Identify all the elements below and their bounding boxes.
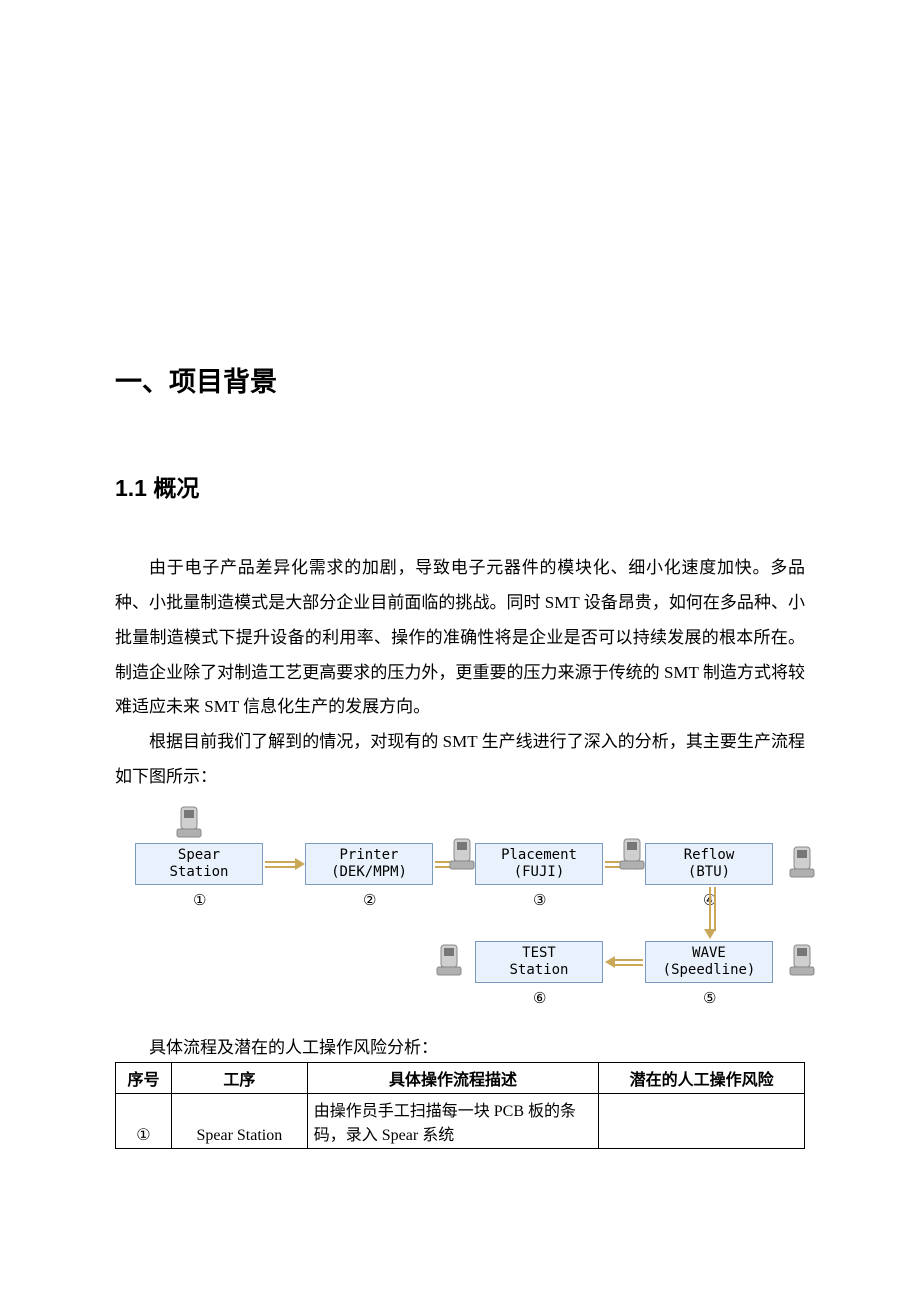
paragraph-2: 根据目前我们了解到的情况，对现有的 SMT 生产线进行了深入的分析，其主要生产流… — [115, 725, 805, 795]
node-number-3: ③ — [533, 891, 546, 909]
arrow-1-2 — [265, 861, 295, 863]
scanner-icon — [448, 837, 476, 871]
node-number-5: ⑤ — [703, 989, 716, 1007]
col-header-risk: 潜在的人工操作风险 — [599, 1062, 805, 1093]
flow-node-printer: Printer (DEK/MPM) — [305, 843, 433, 885]
paragraph-1: 由于电子产品差异化需求的加剧，导致电子元器件的模块化、细小化速度加快。多品种、小… — [115, 551, 805, 725]
col-header-step: 工序 — [171, 1062, 307, 1093]
flow-node-placement: Placement (FUJI) — [475, 843, 603, 885]
scanner-icon — [618, 837, 646, 871]
node-line1: Reflow — [684, 847, 735, 864]
scanner-icon — [175, 805, 203, 839]
node-number-1: ① — [193, 891, 206, 909]
arrow-head-1-2 — [295, 858, 305, 870]
arrow-head-5-6 — [605, 956, 615, 968]
col-header-seq: 序号 — [116, 1062, 172, 1093]
node-line1: Printer — [339, 847, 398, 864]
node-number-2: ② — [363, 891, 376, 909]
heading-1: 一、项目背景 — [115, 360, 805, 399]
node-line1: TEST — [522, 945, 556, 962]
node-line1: Spear — [178, 847, 220, 864]
node-line2: (BTU) — [688, 864, 730, 881]
table-row: ① Spear Station 由操作员手工扫描每一块 PCB 板的条码，录入 … — [116, 1093, 805, 1148]
scanner-icon — [435, 943, 463, 977]
flow-node-reflow: Reflow (BTU) — [645, 843, 773, 885]
scanner-icon — [788, 943, 816, 977]
table-caption: 具体流程及潜在的人工操作风险分析： — [115, 1033, 805, 1058]
flow-node-test: TEST Station — [475, 941, 603, 983]
risk-table: 序号 工序 具体操作流程描述 潜在的人工操作风险 ① Spear Station… — [115, 1062, 805, 1149]
node-number-6: ⑥ — [533, 989, 546, 1007]
node-line2: (FUJI) — [514, 864, 565, 881]
node-line2: Station — [509, 962, 568, 979]
node-line2: Station — [169, 864, 228, 881]
node-line2: (DEK/MPM) — [331, 864, 407, 881]
cell-risk — [599, 1093, 805, 1148]
flow-node-spear-station: Spear Station — [135, 843, 263, 885]
arrow-4-5 — [709, 887, 711, 931]
table-header-row: 序号 工序 具体操作流程描述 潜在的人工操作风险 — [116, 1062, 805, 1093]
node-line1: WAVE — [692, 945, 726, 962]
cell-seq: ① — [116, 1093, 172, 1148]
cell-desc: 由操作员手工扫描每一块 PCB 板的条码，录入 Spear 系统 — [307, 1093, 599, 1148]
flow-node-wave: WAVE (Speedline) — [645, 941, 773, 983]
node-line1: Placement — [501, 847, 577, 864]
node-line2: (Speedline) — [663, 962, 756, 979]
arrow-head-4-5 — [704, 929, 716, 939]
scanner-icon — [788, 845, 816, 879]
heading-1-1: 1.1 概况 — [115, 469, 805, 503]
col-header-desc: 具体操作流程描述 — [307, 1062, 599, 1093]
arrow-5-6 — [613, 959, 643, 961]
cell-step: Spear Station — [171, 1093, 307, 1148]
smt-flowchart: Spear Station Printer (DEK/MPM) Placemen… — [115, 801, 805, 1021]
